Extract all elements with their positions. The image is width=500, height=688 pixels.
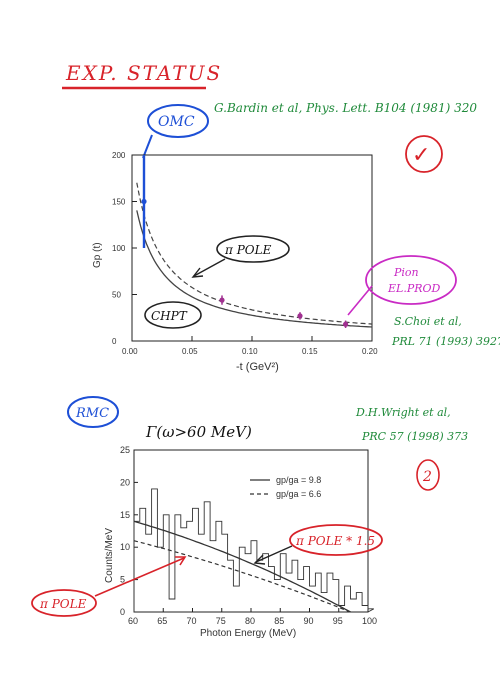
- bottom-chart: Counts/MeV Photon Energy (MeV) 60 65 70 75 8…: [104, 445, 377, 639]
- bottom-chart-ylabel: Counts/MeV: [104, 528, 115, 583]
- reference-wright-1: D.H.Wright et al,: [355, 406, 451, 419]
- bottom-xtick-label: 85: [274, 616, 284, 626]
- bottom-xtick-label: 95: [333, 616, 343, 626]
- bottom-xtick-label: 65: [157, 616, 167, 626]
- legend-label-1: gp/ga = 9.8: [276, 475, 321, 485]
- top-ytick-label: 200: [112, 151, 126, 160]
- pole-arrowhead: [175, 556, 187, 566]
- pole-times-circle: [289, 524, 383, 556]
- bottom-chart-xlabel: Photon Energy (MeV): [200, 628, 296, 639]
- chpt-circle: [144, 301, 202, 329]
- bottom-xtick-label: 100: [362, 616, 377, 626]
- bottom-xtick-label: 60: [128, 616, 138, 626]
- bottom-ytick-label: 0: [120, 607, 125, 617]
- top-data-point: [297, 313, 303, 319]
- pole-times-label: π POLE * 1.5: [295, 534, 375, 548]
- pole-times-arrowhead: [253, 554, 266, 565]
- reference-wright-2: PRC 57 (1998) 373: [361, 430, 468, 443]
- top-xtick-label: 0.15: [302, 347, 318, 356]
- note-circle: [416, 459, 440, 491]
- top-data-point: [343, 321, 349, 327]
- chpt-curve: [136, 210, 373, 328]
- pion-elprod-circle: [365, 255, 457, 305]
- pion-pole-circle: [216, 235, 290, 263]
- pole-label: π POLE: [39, 597, 87, 611]
- top-data-point: [141, 198, 147, 205]
- bottom-ytick-label: 5: [120, 575, 125, 585]
- bottom-xtick-label: 70: [187, 616, 197, 626]
- pion-elprod-label-2: EL.PROD: [387, 282, 441, 295]
- page-title: EXP. STATUS: [65, 61, 222, 85]
- top-xtick-label: 0.00: [122, 347, 138, 356]
- top-chart-ylabel: Gp (t): [92, 242, 103, 268]
- pion-pole-curve: [136, 182, 373, 325]
- top-chart-xlabel: -t (GeV²): [236, 361, 279, 373]
- pole-times-arrow: [255, 545, 293, 563]
- note-number: 2: [422, 469, 432, 485]
- reference-bardin: G.Bardin et al, Phys. Lett. B104 (1981) …: [214, 101, 477, 115]
- pion-pole-label: π POLE: [224, 243, 272, 257]
- pion-elprod-pointer: [347, 285, 373, 316]
- pion-pole-arrowhead: [191, 267, 204, 278]
- omc-circle: [147, 104, 209, 138]
- bottom-xtick-label: 75: [216, 616, 226, 626]
- top-xtick-label: 0.05: [182, 347, 198, 356]
- reference-choi-2: PRL 71 (1993) 3927: [391, 335, 500, 348]
- pion-elprod-label-1: Pion: [393, 266, 419, 279]
- top-ytick-label: 100: [112, 244, 126, 253]
- top-ytick-label: 50: [112, 291, 121, 300]
- bottom-ytick-label: 10: [120, 542, 130, 552]
- chpt-label: CHPT: [151, 309, 188, 323]
- gamma-cut-label: Γ(ω>60 MeV): [145, 423, 252, 441]
- pion-pole-arrow: [193, 258, 226, 277]
- check-icon: ✓: [412, 143, 430, 168]
- top-xtick-label: 0.10: [242, 347, 258, 356]
- bottom-xtick-label: 80: [245, 616, 255, 626]
- curve-gp-9.8: [133, 520, 351, 613]
- reference-choi-1: S.Choi et al,: [394, 315, 462, 328]
- top-ytick-label: 150: [112, 198, 126, 207]
- rmc-circle: [67, 396, 119, 428]
- rmc-label: RMC: [75, 406, 109, 421]
- pole-circle: [31, 589, 97, 617]
- top-ytick-label: 0: [112, 337, 117, 346]
- bottom-ytick-label: 15: [120, 510, 130, 520]
- curve-gp-6.6: [133, 540, 351, 613]
- bottom-ytick-label: 25: [120, 445, 130, 455]
- top-chart: Gp (t) -t (GeV²) 0.00 0.05 0.10 0.15 0.20 0 50…: [92, 151, 378, 373]
- top-data-point: [219, 297, 225, 303]
- bottom-ytick-label: 20: [120, 477, 130, 487]
- bottom-xtick-label: 90: [304, 616, 314, 626]
- histogram: [133, 488, 375, 613]
- legend-label-2: gp/ga = 6.6: [276, 489, 321, 499]
- omc-label: OMC: [158, 114, 195, 130]
- top-xtick-label: 0.20: [362, 347, 378, 356]
- omc-pointer: [142, 134, 153, 159]
- pole-arrow: [94, 557, 185, 597]
- check-circle: [405, 135, 443, 173]
